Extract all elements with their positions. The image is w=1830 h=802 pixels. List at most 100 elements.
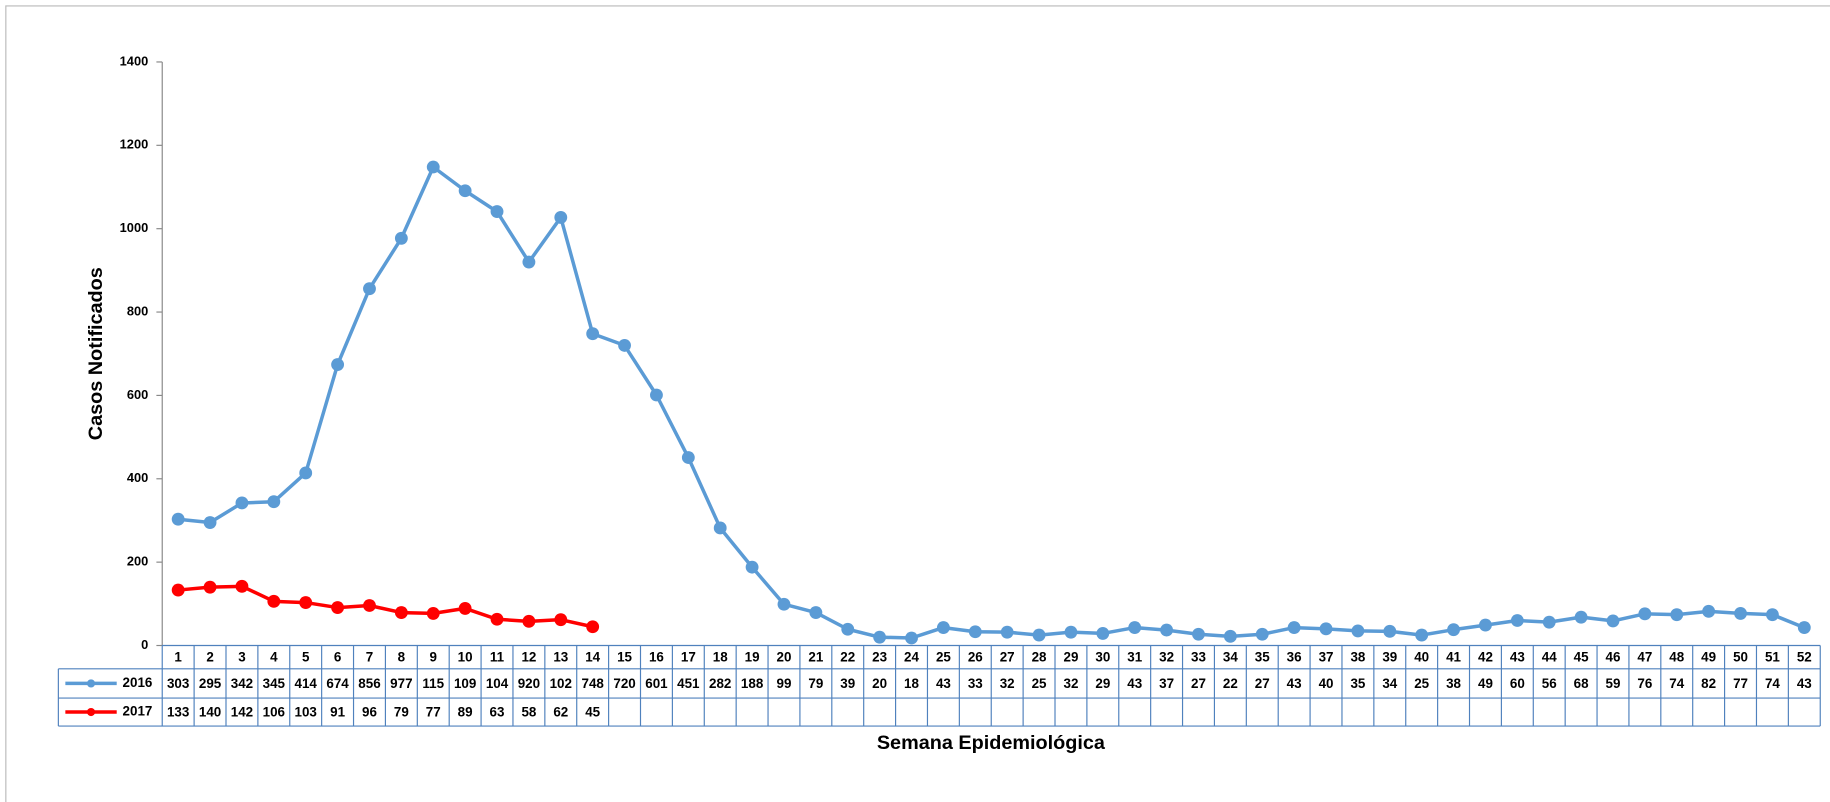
data-point	[1351, 624, 1365, 638]
data-point	[299, 596, 313, 609]
data-point	[1415, 628, 1429, 642]
x-tick-label: 41	[1446, 649, 1461, 664]
table-value: 748	[581, 676, 604, 691]
data-point	[1734, 606, 1747, 620]
table-value: 342	[231, 676, 253, 691]
data-point	[1638, 607, 1652, 621]
data-point	[554, 211, 568, 224]
table-value: 33	[968, 676, 983, 691]
x-tick-label: 22	[840, 649, 855, 664]
table-value: 109	[454, 676, 476, 691]
data-point	[267, 594, 281, 608]
x-tick-label: 6	[334, 649, 341, 664]
table-value: 77	[1733, 676, 1748, 691]
y-tick-label: 1200	[120, 137, 149, 152]
chart-frame	[5, 5, 1830, 802]
data-point	[1128, 621, 1142, 635]
data-point	[458, 184, 472, 198]
table-value: 43	[1287, 676, 1302, 691]
data-point	[1000, 625, 1014, 639]
data-point	[841, 622, 855, 636]
data-point	[490, 612, 504, 626]
data-point	[1479, 618, 1492, 632]
table-value: 99	[777, 676, 792, 691]
table-value: 34	[1382, 676, 1397, 691]
data-point	[522, 614, 536, 628]
data-point	[394, 231, 408, 245]
x-tick-label: 20	[777, 649, 792, 664]
y-tick-label: 0	[141, 637, 148, 652]
x-tick-label: 1	[174, 649, 182, 664]
data-point	[331, 358, 345, 371]
data-point	[1765, 608, 1779, 622]
x-tick-label: 19	[745, 649, 760, 664]
data-point	[1510, 614, 1524, 627]
series-line	[177, 165, 1805, 640]
data-point	[905, 631, 918, 645]
table-value: 104	[486, 676, 509, 691]
data-point	[650, 388, 663, 402]
table-value: 29	[1095, 676, 1110, 691]
x-tick-label: 12	[521, 649, 536, 664]
table-value: 142	[231, 705, 253, 720]
data-point	[618, 338, 631, 352]
data-point	[809, 606, 823, 619]
table-value: 74	[1765, 676, 1780, 691]
table-value: 43	[936, 676, 951, 691]
data-point	[1319, 622, 1333, 636]
x-tick-label: 35	[1255, 649, 1270, 664]
table-value: 74	[1669, 676, 1684, 691]
table-value: 20	[872, 676, 887, 691]
table-value: 79	[394, 705, 409, 720]
data-point	[968, 625, 982, 639]
table-value: 43	[1127, 676, 1142, 691]
table-value: 18	[904, 676, 919, 691]
legend-marker	[86, 707, 96, 717]
data-point	[235, 496, 249, 510]
x-tick-label: 10	[458, 649, 473, 664]
x-tick-label: 40	[1414, 649, 1429, 664]
table-value: 414	[295, 676, 318, 691]
table-value: 89	[458, 705, 473, 720]
table-value: 25	[1032, 676, 1047, 691]
x-tick-label: 3	[238, 649, 245, 664]
table-value: 37	[1159, 676, 1174, 691]
table-value: 35	[1350, 676, 1365, 691]
data-point	[936, 621, 950, 635]
data-point	[554, 613, 568, 627]
x-tick-label: 48	[1669, 649, 1684, 664]
x-tick-label: 24	[904, 649, 919, 664]
data-point	[873, 630, 887, 644]
data-point	[267, 495, 281, 509]
table-value: 68	[1574, 676, 1589, 691]
data-point	[171, 583, 185, 597]
data-point	[586, 327, 600, 341]
data-point	[458, 601, 472, 615]
data-point	[681, 451, 695, 464]
table-value: 25	[1414, 676, 1429, 691]
y-tick-label: 200	[127, 554, 148, 569]
x-tick-label: 39	[1382, 649, 1397, 664]
table-value: 27	[1191, 676, 1206, 691]
x-tick-label: 27	[1000, 649, 1015, 664]
table-value: 27	[1255, 676, 1270, 691]
x-tick-label: 18	[713, 649, 728, 664]
table-value: 39	[840, 676, 855, 691]
x-tick-label: 14	[585, 649, 600, 664]
data-point	[1096, 626, 1110, 640]
data-point	[1032, 628, 1046, 642]
table-value: 76	[1637, 676, 1652, 691]
data-point	[777, 597, 791, 611]
table-value: 295	[199, 676, 222, 691]
x-tick-label: 37	[1319, 649, 1334, 664]
data-point	[1160, 623, 1174, 637]
table-value: 82	[1701, 676, 1716, 691]
table-value: 96	[362, 705, 377, 720]
table-value: 720	[613, 676, 635, 691]
data-point	[299, 466, 313, 480]
data-point	[363, 599, 376, 612]
data-point	[522, 255, 536, 269]
table-value: 282	[709, 676, 731, 691]
x-tick-label: 34	[1223, 649, 1238, 664]
